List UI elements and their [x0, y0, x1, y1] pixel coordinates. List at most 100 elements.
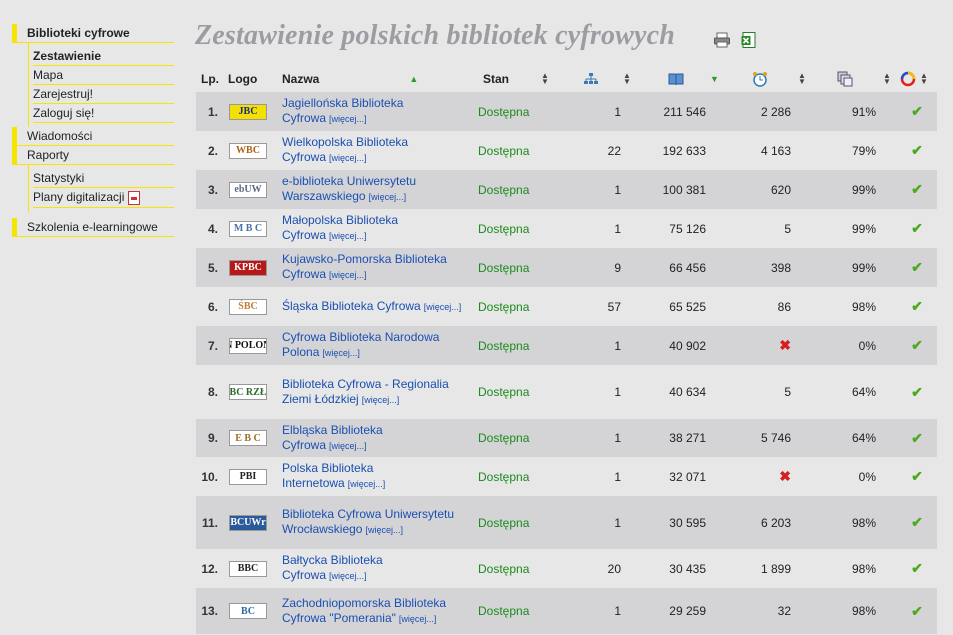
more-link[interactable]: [więcej...] [423, 301, 462, 312]
library-link[interactable]: Biblioteka Cyfrowa - Regionalia Ziemi Łó… [282, 376, 449, 406]
col-percent[interactable]: ▲ ▼ [837, 66, 891, 92]
row-status: Dostępna [478, 515, 530, 530]
more-link[interactable]: [więcej...] [322, 348, 360, 358]
sort-desc-active-icon[interactable]: ▼ [710, 74, 719, 84]
more-link[interactable]: [więcej...] [329, 231, 367, 241]
sort-icon[interactable]: ▲ ▼ [541, 71, 549, 86]
row-lp: 1. [207, 104, 218, 119]
more-link[interactable]: [więcej...] [329, 270, 367, 280]
cross-icon: ✖ [779, 337, 791, 353]
row-percent: 99% [851, 182, 876, 197]
row-lp: 5. [207, 260, 218, 275]
row-new-value: 6 203 [760, 515, 791, 530]
nav-raporty[interactable]: Raporty [12, 146, 174, 165]
col-stan[interactable]: Stan ▲ ▼ [483, 66, 549, 92]
more-link[interactable]: [więcej...] [365, 525, 403, 535]
col-publications[interactable]: ▼ [668, 66, 719, 92]
print-icon[interactable] [713, 31, 731, 49]
library-link[interactable]: e-biblioteka Uniwersytetu Warszawskiego [282, 174, 417, 203]
row-logo[interactable]: BCUWr [229, 496, 269, 549]
sort-icon[interactable]: ▲ ▼ [920, 71, 928, 86]
library-link[interactable]: Cyfrowa Biblioteka Narodowa Polona [282, 330, 440, 359]
more-link[interactable]: [więcej...] [361, 394, 400, 405]
row-new: 5 [716, 209, 791, 248]
row-logo[interactable]: ŚBC [229, 287, 269, 326]
library-link[interactable]: Elbląska Biblioteka Cyfrowa [282, 422, 383, 452]
row-logo[interactable]: M B C [229, 209, 269, 248]
row-logo[interactable]: BBC [229, 549, 269, 588]
library-link[interactable]: Biblioteka Cyfrowa Uniwersytetu Wrocławs… [282, 507, 455, 536]
excel-export-icon[interactable] [740, 31, 758, 49]
row-logo[interactable]: BC [229, 588, 269, 634]
library-link[interactable]: Śląska Biblioteka Cyfrowa [282, 298, 421, 313]
more-link[interactable]: [więcej...] [368, 192, 407, 202]
nav-biblioteki-cyfrowe[interactable]: Biblioteki cyfrowe [12, 24, 174, 43]
subnav-raporty: Statystyki Plany digitalizacji [28, 165, 174, 212]
row-publications: 32 071 [669, 469, 706, 484]
col-new[interactable]: ▲ ▼ [752, 66, 806, 92]
sort-asc-active-icon[interactable]: ▲ [409, 74, 419, 84]
nav-wiadomosci[interactable]: Wiadomości [12, 127, 174, 146]
check-icon: ✔ [911, 468, 923, 484]
col-name[interactable]: Nazwa ▲ [282, 66, 418, 92]
library-logo: KPBC [229, 259, 267, 276]
subnav-statystyki[interactable]: Statystyki [33, 169, 174, 188]
row-lp: 2. [207, 143, 218, 158]
row-status: Dostępna [478, 221, 530, 236]
library-link[interactable]: Jagiellońska Biblioteka Cyfrowa [282, 96, 404, 125]
row-publications: 30 435 [669, 561, 706, 576]
row-new: 1 899 [716, 549, 791, 588]
subnav-zaloguj[interactable]: Zaloguj się! [33, 104, 174, 123]
more-link[interactable]: [więcej...] [329, 153, 367, 163]
library-link[interactable]: Małopolska Biblioteka Cyfrowa [282, 213, 399, 242]
check-icon: ✔ [911, 220, 923, 236]
sort-icon[interactable]: ▲ ▼ [798, 71, 806, 86]
row-logo[interactable]: BN POLONA [229, 326, 269, 365]
subnav-zarejestruj[interactable]: Zarejestruj! [33, 85, 174, 104]
row-logo[interactable]: E B C [229, 419, 269, 457]
row-new-value: 5 [784, 385, 791, 399]
library-link[interactable]: Polska Biblioteka Internetowa [282, 461, 374, 490]
row-logo[interactable]: BC RZŁ [229, 365, 269, 419]
row-name: Zachodniopomorska Biblioteka Cyfrowa "Po… [282, 588, 467, 634]
table-body: 1. JBC Jagiellońska Biblioteka Cyfrowa [wię… [196, 92, 937, 634]
more-link[interactable]: [więcej...] [398, 613, 437, 624]
row-new-value: 5 746 [760, 431, 791, 445]
row-logo[interactable]: ebUW [229, 170, 269, 209]
row-logo[interactable]: WBC [229, 131, 269, 170]
subnav-zestawienie[interactable]: Zestawienie [33, 47, 174, 66]
library-link[interactable]: Zachodniopomorska Biblioteka Cyfrowa "Po… [282, 595, 447, 625]
row-status: Dostępna [478, 143, 530, 158]
library-link[interactable]: Kujawsko-Pomorska Biblioteka Cyfrowa [282, 252, 447, 281]
more-link[interactable]: [więcej...] [329, 571, 367, 581]
row-logo[interactable]: KPBC [229, 248, 269, 287]
check-icon: ✔ [911, 259, 923, 275]
library-logo: BC [229, 603, 267, 619]
col-collections[interactable]: ▲ ▼ [583, 66, 631, 92]
row-oai: ✔ [904, 457, 930, 496]
sort-icon[interactable]: ▲ ▼ [623, 71, 631, 86]
row-name: e-biblioteka Uniwersytetu Warszawskiego[… [282, 170, 467, 209]
row-new-value: 620 [770, 182, 791, 197]
row-new: 398 [716, 248, 791, 287]
more-link[interactable]: [więcej...] [329, 114, 367, 124]
row-publications: 38 271 [669, 431, 706, 445]
row-name: Wielkopolska Biblioteka Cyfrowa [więcej..… [282, 131, 467, 170]
col-lp[interactable]: Lp. [201, 72, 219, 86]
more-link[interactable]: [więcej...] [329, 440, 367, 451]
nav-szkolenia[interactable]: Szkolenia e-learningowe [12, 217, 174, 237]
library-link[interactable]: Wielkopolska Biblioteka Cyfrowa [282, 135, 409, 164]
library-logo: JBC [229, 103, 267, 120]
col-oai[interactable]: ▲ ▼ [900, 66, 928, 92]
subnav-mapa[interactable]: Mapa [33, 66, 174, 85]
check-icon: ✔ [911, 514, 923, 530]
library-link[interactable]: Bałtycka Biblioteka Cyfrowa [282, 553, 383, 582]
row-logo[interactable]: JBC [229, 92, 269, 131]
check-icon: ✔ [911, 429, 923, 446]
more-link[interactable]: [więcej...] [347, 479, 386, 489]
subnav-plany-digitalizacji[interactable]: Plany digitalizacji [33, 188, 174, 208]
hierarchy-icon [584, 73, 598, 84]
library-logo: BBC [229, 560, 267, 577]
row-logo[interactable]: PBI [229, 457, 269, 496]
sort-icon[interactable]: ▲ ▼ [883, 71, 891, 86]
